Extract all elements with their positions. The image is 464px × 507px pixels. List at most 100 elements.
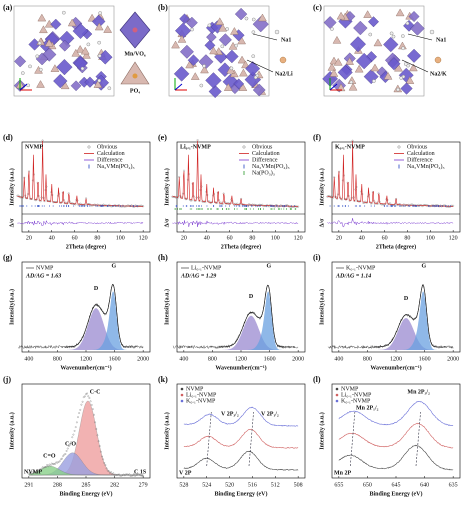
data-point (111, 473, 114, 475)
data-point (97, 440, 100, 443)
observed-point (272, 205, 274, 208)
annotation: Mn 2P (334, 470, 352, 476)
atom (279, 56, 287, 64)
tetrahedron (238, 83, 248, 91)
observed-point (196, 139, 199, 142)
data-point (73, 430, 76, 432)
x-tick-label: 80 (94, 235, 100, 241)
tetrahedron (93, 80, 103, 88)
atom (37, 41, 42, 46)
panel-label: (l) (313, 375, 321, 384)
observed-point (46, 199, 49, 202)
octahedron (50, 18, 62, 30)
x-tick-label: 120 (294, 235, 303, 241)
data-point (68, 445, 70, 447)
x-tick-label: 400 (24, 356, 33, 362)
data-point (102, 458, 104, 461)
atom (202, 64, 206, 68)
data-point (78, 412, 80, 414)
tetrahedron (177, 35, 187, 43)
d-band (64, 308, 136, 350)
y-axis-label: Intensity(a.u.) (163, 289, 170, 325)
observed-point (409, 203, 412, 206)
atom (35, 54, 40, 59)
octahedron (56, 59, 73, 76)
unit-cell (168, 5, 270, 97)
annotation: C-O (65, 441, 76, 447)
data-point (86, 392, 88, 395)
x-axis-label: Binding Energy (eV) (59, 490, 112, 497)
data-point (90, 404, 93, 406)
octahedron (187, 54, 200, 67)
x-tick-label: 40 (204, 235, 210, 241)
data-point (105, 467, 108, 470)
observed-point (234, 202, 237, 205)
spectrum (183, 406, 299, 427)
data-point (28, 472, 30, 475)
data-point (70, 441, 72, 444)
observed-point (259, 203, 262, 206)
tetrahedron (395, 8, 405, 17)
octahedron (53, 73, 68, 89)
x-tick-label: 40 (359, 235, 365, 241)
y-axis-label: Intensity (a.u.) (318, 168, 325, 206)
x-tick-label: 291 (24, 482, 33, 488)
observed-point (118, 205, 121, 208)
x-tick-label: 288 (53, 482, 62, 488)
legend-label: NVMP (341, 386, 359, 392)
data-point (77, 416, 79, 418)
x-tick-label: 1600 (109, 356, 121, 362)
atom (251, 30, 256, 34)
x-axis-label: Binding Energy (eV) (369, 490, 422, 497)
octahedron (206, 31, 217, 43)
octahedron (245, 61, 261, 77)
panel-label: (c) (313, 3, 322, 12)
octahedron (70, 80, 82, 92)
data-point (89, 400, 92, 403)
data-point (126, 473, 128, 476)
peak-label: D (404, 296, 409, 302)
x-tick-label: 512 (271, 482, 280, 488)
tetrahedron (333, 57, 343, 66)
observed-point (253, 203, 256, 206)
tetrahedron (329, 69, 339, 77)
legend-label: Obvious (252, 144, 273, 150)
octahedron (205, 72, 222, 89)
panel-label: (j) (3, 375, 11, 384)
observed-point (379, 203, 382, 205)
panel-label: (b) (158, 3, 168, 12)
x-tick-label: 100 (271, 235, 280, 241)
octahedron (323, 16, 337, 30)
tetrahedron (200, 65, 209, 74)
x-tick-label: 20 (26, 235, 32, 241)
atom (349, 80, 354, 85)
data-point (110, 471, 112, 473)
data-point (29, 472, 31, 475)
data-point (61, 457, 63, 460)
octahedron (349, 36, 367, 53)
data-point (65, 450, 68, 452)
y-axis-label: Intensity (a.u.) (318, 412, 325, 450)
atom (97, 78, 102, 83)
data-point (71, 436, 74, 439)
observed-point (336, 197, 339, 200)
octahedron (179, 44, 194, 59)
octahedron (337, 64, 353, 80)
g-band (219, 291, 291, 350)
annotation: Mn 2P₁/₂ (356, 405, 379, 411)
tetrahedron-icon (120, 61, 150, 85)
atom (97, 40, 101, 45)
data-point (109, 472, 111, 474)
tetrahedron (354, 64, 364, 73)
observed-point (260, 204, 263, 207)
observed-point (452, 204, 455, 207)
pointer (246, 59, 274, 73)
data-point (119, 474, 122, 477)
octahedron (72, 23, 89, 39)
data-point (120, 474, 123, 477)
annotation: Na2/Li (275, 71, 293, 77)
legend-symbol (335, 399, 339, 403)
observed-point (126, 204, 129, 207)
observed-point (425, 204, 428, 207)
data-point (38, 469, 40, 472)
